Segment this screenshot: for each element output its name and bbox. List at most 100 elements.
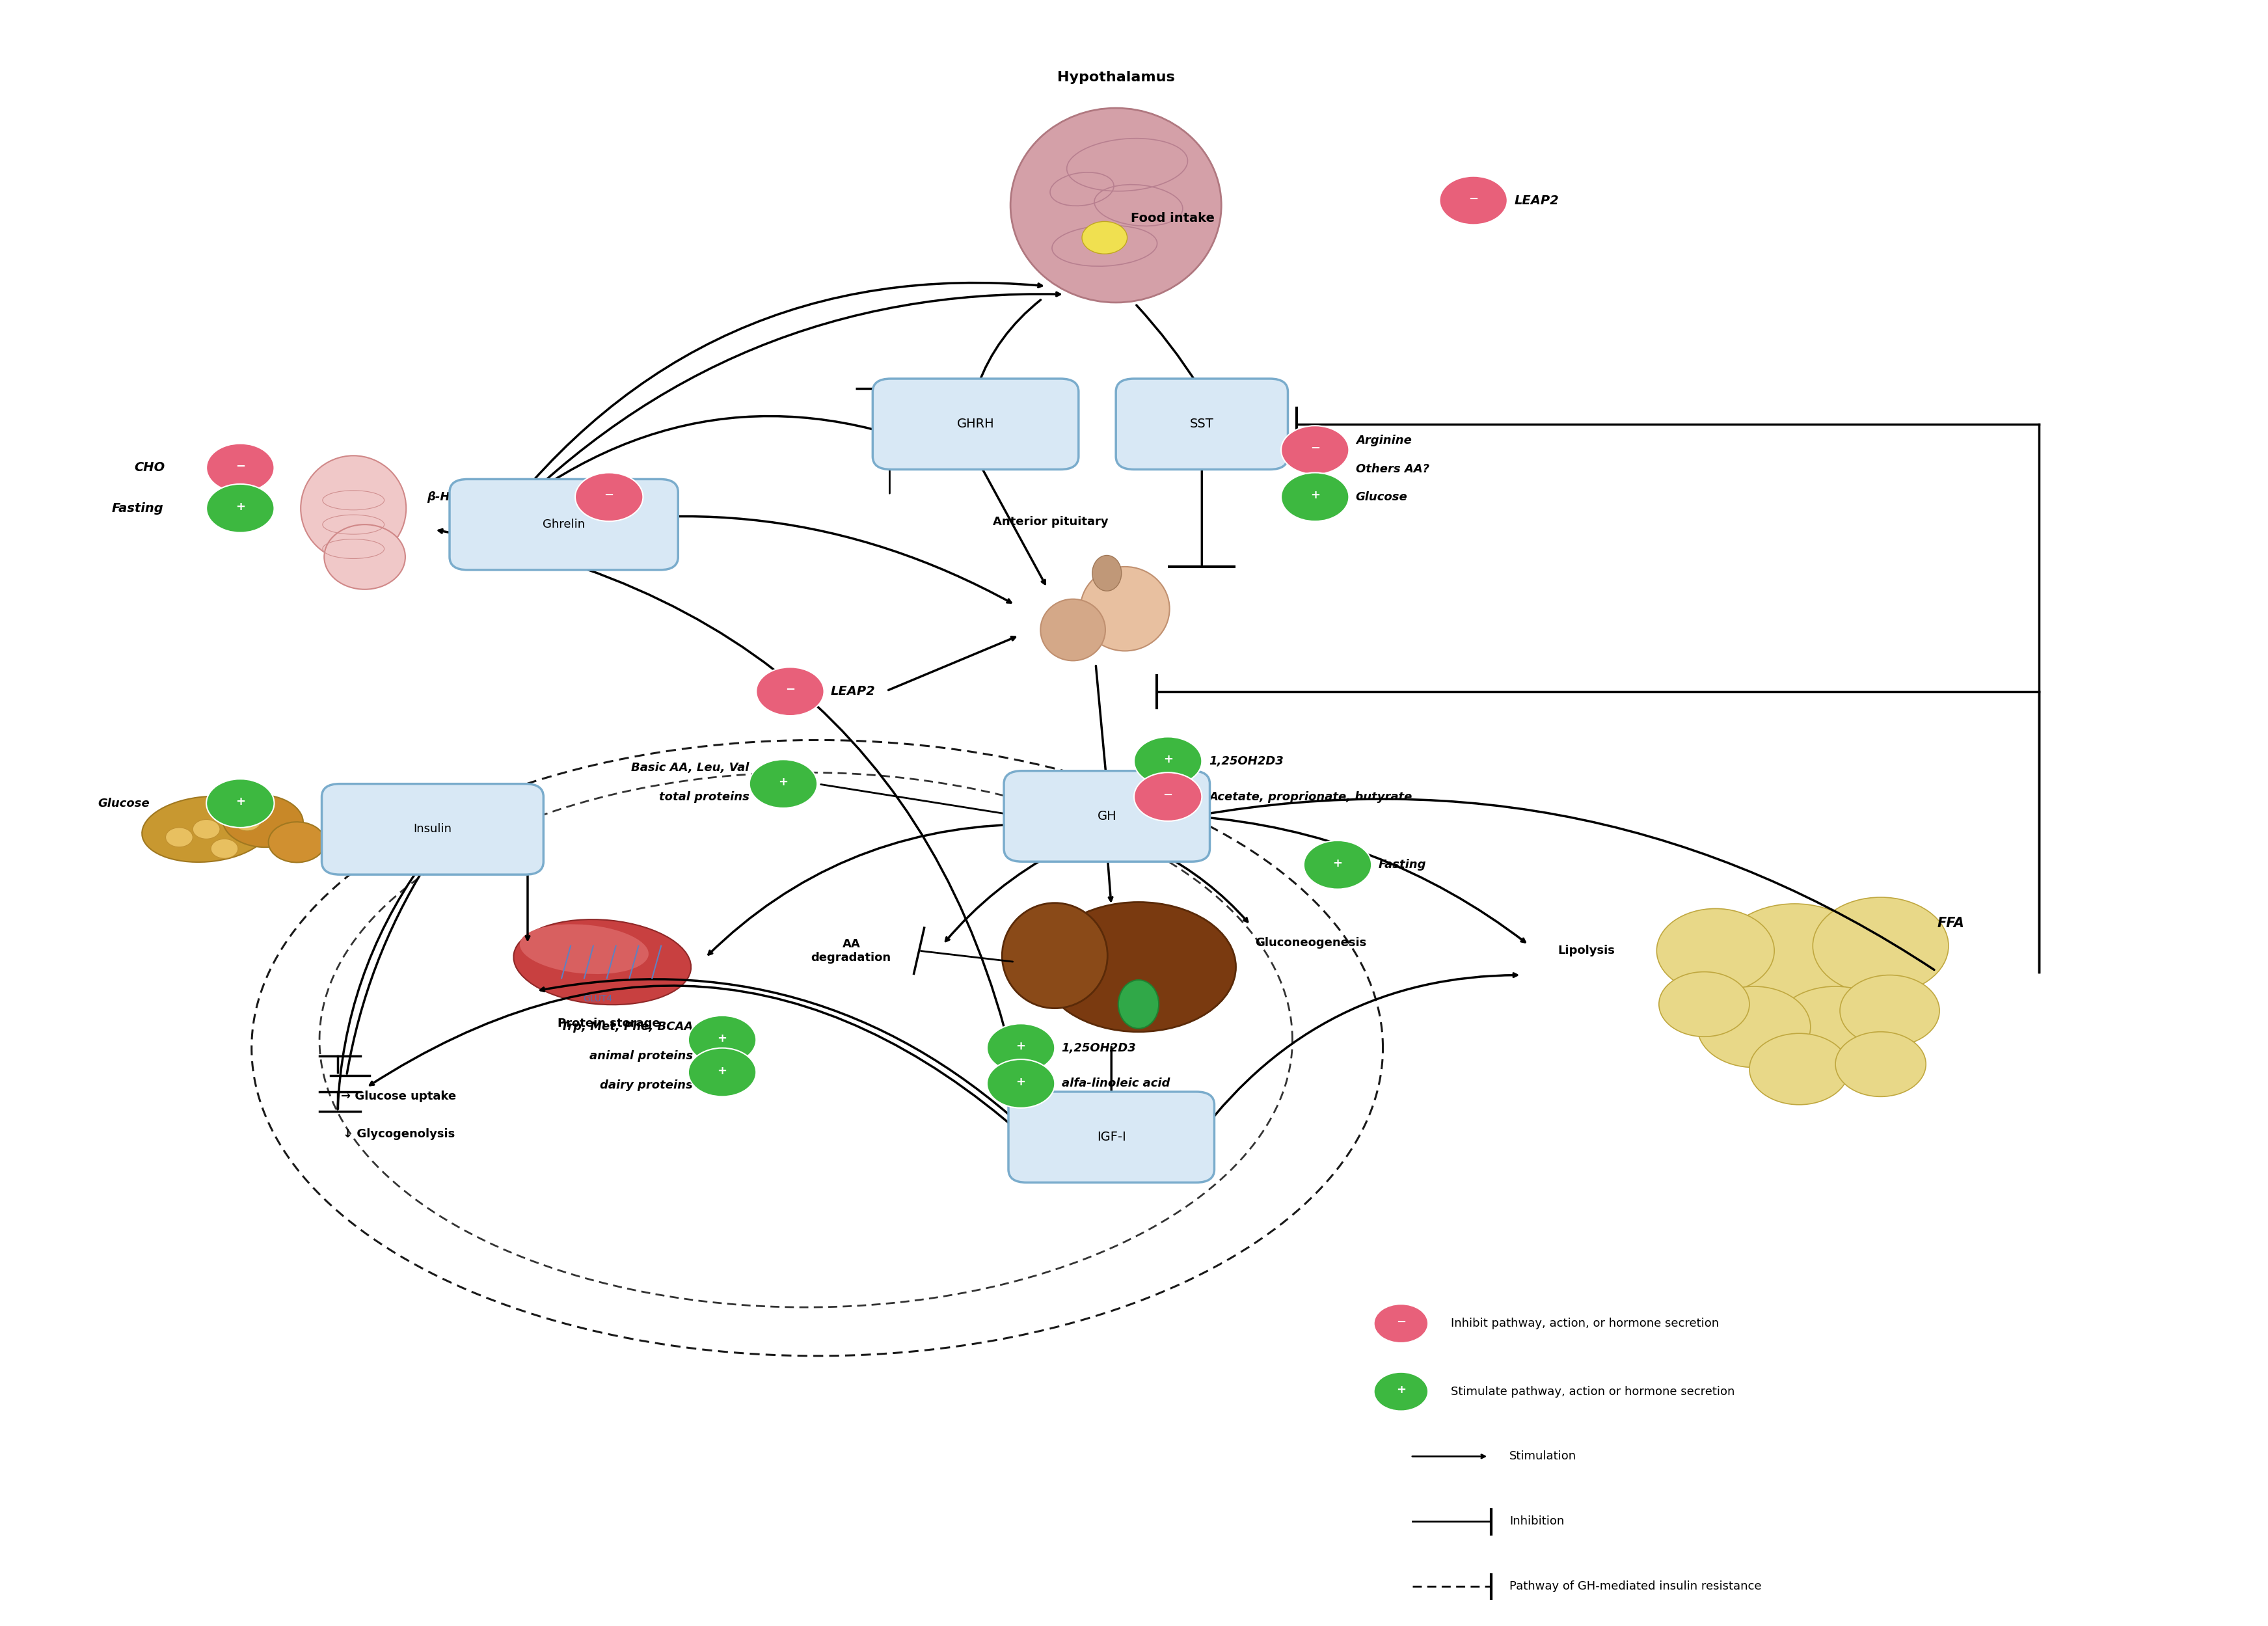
Text: Glucose: Glucose xyxy=(1356,491,1408,502)
Text: Glucose: Glucose xyxy=(98,797,150,810)
Text: +: + xyxy=(236,795,245,808)
Text: LEAP2: LEAP2 xyxy=(830,685,875,698)
Ellipse shape xyxy=(1012,107,1222,302)
Text: +: + xyxy=(236,501,245,512)
Ellipse shape xyxy=(1093,556,1120,590)
Text: −: − xyxy=(1311,442,1320,454)
Circle shape xyxy=(1696,987,1810,1067)
Text: +: + xyxy=(778,776,789,789)
Text: IGF-I: IGF-I xyxy=(1098,1132,1125,1143)
Circle shape xyxy=(1082,221,1127,254)
Circle shape xyxy=(987,1024,1055,1072)
FancyBboxPatch shape xyxy=(1009,1091,1213,1182)
Circle shape xyxy=(234,811,261,831)
Circle shape xyxy=(687,1016,755,1063)
Text: GLUT4: GLUT4 xyxy=(583,995,612,1003)
Text: Protein storage: Protein storage xyxy=(558,1018,660,1029)
Text: LEAP2: LEAP2 xyxy=(1515,193,1558,207)
Ellipse shape xyxy=(1041,902,1236,1033)
Text: Basic AA, Leu, Val: Basic AA, Leu, Val xyxy=(631,761,748,774)
Ellipse shape xyxy=(1002,902,1107,1008)
Text: GH: GH xyxy=(1098,810,1116,823)
FancyBboxPatch shape xyxy=(322,784,544,875)
Circle shape xyxy=(1374,1304,1429,1343)
Circle shape xyxy=(1658,972,1749,1037)
FancyBboxPatch shape xyxy=(1116,379,1288,470)
Ellipse shape xyxy=(222,795,304,847)
Text: Ghrelin: Ghrelin xyxy=(542,519,585,530)
Text: Inhibit pathway, action, or hormone secretion: Inhibit pathway, action, or hormone secr… xyxy=(1452,1317,1719,1330)
Circle shape xyxy=(1839,976,1939,1047)
Ellipse shape xyxy=(1080,567,1170,650)
Text: → Glucose uptake: → Glucose uptake xyxy=(340,1091,456,1102)
Text: Inhibition: Inhibition xyxy=(1510,1515,1565,1527)
Text: 1,25OH2D3: 1,25OH2D3 xyxy=(1209,756,1284,767)
Text: Pathway of GH-mediated insulin resistance: Pathway of GH-mediated insulin resistanc… xyxy=(1510,1580,1762,1592)
Circle shape xyxy=(211,839,238,859)
Text: Anterior pituitary: Anterior pituitary xyxy=(993,515,1109,528)
Text: ↓ Glycogenolysis: ↓ Glycogenolysis xyxy=(342,1128,454,1140)
Circle shape xyxy=(1812,898,1948,995)
Text: dairy proteins: dairy proteins xyxy=(601,1080,692,1091)
Text: Trp, Met, Phe, BCAA: Trp, Met, Phe, BCAA xyxy=(560,1021,692,1033)
Text: Stimulation: Stimulation xyxy=(1510,1450,1576,1462)
Circle shape xyxy=(206,779,274,828)
Text: Arginine: Arginine xyxy=(1356,434,1411,446)
Circle shape xyxy=(206,444,274,493)
Ellipse shape xyxy=(1118,980,1159,1029)
Circle shape xyxy=(1717,904,1871,1015)
Text: Fasting: Fasting xyxy=(111,502,163,514)
Ellipse shape xyxy=(1041,598,1105,660)
Circle shape xyxy=(1656,909,1774,993)
Text: +: + xyxy=(1311,489,1320,501)
Circle shape xyxy=(1374,1372,1429,1411)
Ellipse shape xyxy=(268,821,324,862)
Text: FFA: FFA xyxy=(1937,917,1964,930)
Circle shape xyxy=(755,667,823,715)
Text: CHO: CHO xyxy=(134,462,166,475)
FancyBboxPatch shape xyxy=(873,379,1080,470)
Circle shape xyxy=(1304,841,1372,889)
Text: Others AA?: Others AA? xyxy=(1356,463,1429,475)
Circle shape xyxy=(576,473,644,522)
Text: Food intake: Food intake xyxy=(1129,211,1213,224)
Circle shape xyxy=(166,828,193,847)
Text: +: + xyxy=(1163,754,1173,766)
Circle shape xyxy=(1771,987,1898,1076)
Text: alfa-linoleic acid: alfa-linoleic acid xyxy=(1061,1078,1170,1089)
Circle shape xyxy=(687,1049,755,1096)
Text: +: + xyxy=(1016,1041,1025,1052)
Text: +: + xyxy=(717,1065,728,1076)
Text: AA
degradation: AA degradation xyxy=(812,938,891,963)
Text: Hypothalamus: Hypothalamus xyxy=(1057,70,1175,85)
Circle shape xyxy=(1440,176,1508,224)
Text: −: − xyxy=(1163,789,1173,802)
Text: +: + xyxy=(717,1033,728,1044)
Text: −: − xyxy=(603,489,615,501)
Circle shape xyxy=(1835,1033,1926,1096)
Text: Insulin: Insulin xyxy=(413,823,451,836)
Text: 1,25OH2D3: 1,25OH2D3 xyxy=(1061,1042,1136,1054)
Text: +: + xyxy=(1016,1076,1025,1088)
Circle shape xyxy=(748,759,816,808)
Text: GHRH: GHRH xyxy=(957,418,993,431)
Text: −: − xyxy=(785,685,796,696)
Text: β-Hydroxybutyric acid?: β-Hydroxybutyric acid? xyxy=(426,491,581,502)
Ellipse shape xyxy=(519,924,649,974)
Ellipse shape xyxy=(324,525,406,589)
Text: Fasting: Fasting xyxy=(1379,859,1427,870)
Text: total proteins: total proteins xyxy=(660,790,748,803)
FancyBboxPatch shape xyxy=(449,480,678,571)
Text: animal proteins: animal proteins xyxy=(590,1050,692,1062)
Text: +: + xyxy=(1334,857,1343,868)
FancyBboxPatch shape xyxy=(1005,771,1209,862)
Circle shape xyxy=(1749,1034,1848,1104)
Circle shape xyxy=(1134,772,1202,821)
Text: −: − xyxy=(1397,1315,1406,1328)
Text: SST: SST xyxy=(1191,418,1213,431)
Text: Gluconeogenesis: Gluconeogenesis xyxy=(1254,937,1365,948)
Text: Acetate, proprionate, butyrate: Acetate, proprionate, butyrate xyxy=(1209,790,1413,803)
Circle shape xyxy=(987,1059,1055,1107)
Ellipse shape xyxy=(302,455,406,561)
Circle shape xyxy=(1134,737,1202,785)
